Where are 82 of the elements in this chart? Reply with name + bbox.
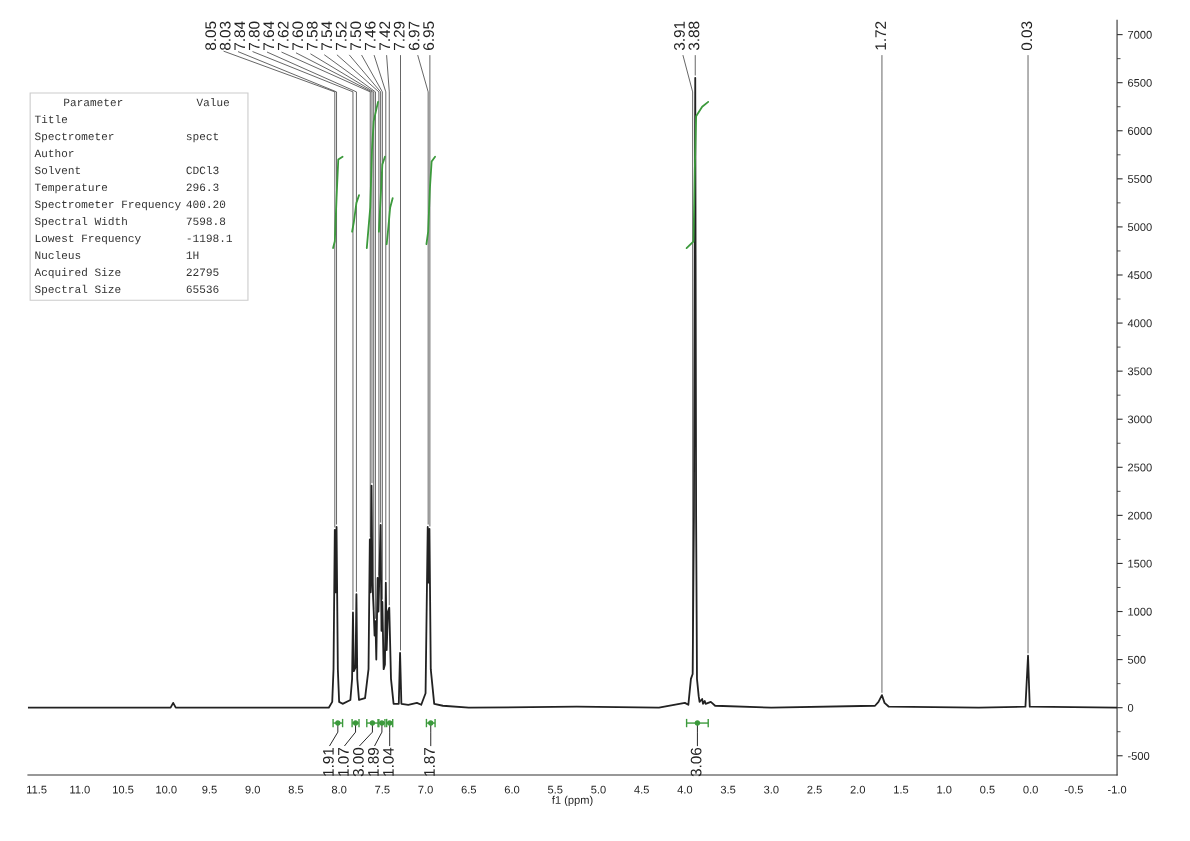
y-tick-label: 0: [1127, 703, 1134, 712]
annotation: 3.88: [688, 21, 700, 51]
annotation: 7.50: [350, 21, 362, 50]
y-tick-label: 7000: [1128, 30, 1152, 39]
annotation: 7.42: [379, 21, 390, 50]
x-tick-label: 8.5: [288, 785, 304, 794]
annotation: Spectrometer Frequency 400.20: [34, 200, 226, 211]
x-tick-label: 1.5: [894, 785, 909, 794]
y-tick-label: 6000: [1128, 127, 1152, 135]
annotation: 7.52: [335, 21, 347, 50]
annotation: 7.84: [234, 21, 246, 50]
annotation: 1.04: [382, 747, 394, 776]
annotation: 7.80: [248, 21, 260, 50]
y-tick-label: 2000: [1128, 511, 1152, 520]
x-axis-title: f1 (ppm): [551, 795, 593, 807]
text: Nucleus 1H: [35, 250, 199, 260]
x-tick-label: 8.0: [331, 785, 347, 794]
x-tick-label: 4.0: [677, 785, 693, 794]
y-tick-label: 2500: [1128, 463, 1152, 472]
annotation: Title: [34, 115, 68, 124]
y-tick-label: 4000: [1127, 319, 1152, 328]
annotation: 0.03: [1021, 21, 1033, 51]
x-tick-label: 2.5: [807, 785, 822, 794]
y-tick-label: 5000: [1127, 223, 1152, 232]
y-tick-label: 5500: [1127, 175, 1152, 183]
x-tick-label: 5.0: [591, 785, 606, 794]
x-tick-label: 0.5: [980, 785, 995, 794]
annotation: 3.91: [674, 21, 685, 51]
text: Temperature 296.3: [34, 183, 219, 194]
x-tick-label: 3.5: [720, 785, 736, 794]
x-tick-label: 5.5: [547, 785, 563, 794]
x-tick-label: 9.5: [202, 785, 217, 794]
x-tick-label: 1.0: [937, 785, 952, 794]
y-tick-label: 4500: [1127, 271, 1152, 280]
x-tick-label: 11.5: [27, 785, 47, 794]
y-tick-label: 1000: [1128, 607, 1152, 616]
annotation: 3.00: [352, 747, 364, 777]
annotation: 7.60: [292, 21, 304, 50]
annotation: 7.46: [364, 21, 376, 50]
x-tick-label: -1.0: [1107, 785, 1127, 794]
x-tick-label: 6.5: [461, 785, 477, 794]
annotation: 1.07: [337, 747, 349, 776]
y-tick-label: 3500: [1127, 367, 1152, 376]
y-tick-label: -500: [1127, 752, 1150, 760]
annotation: 7.62: [277, 21, 289, 50]
x-tick-label: 2.0: [850, 785, 866, 794]
x-tick-label: 4.5: [634, 785, 649, 794]
annotation: 6.97: [408, 21, 420, 50]
x-tick-label: 10.5: [113, 785, 134, 794]
annotation: 1.72: [875, 21, 886, 50]
x-tick-label: 7.0: [418, 785, 433, 794]
annotation: 7.29: [393, 21, 405, 50]
text: Spectral Width 7598.8: [34, 216, 226, 228]
annotation: 3.06: [690, 747, 702, 777]
annotation: 1.87: [424, 747, 435, 776]
annotation: 6.95: [423, 21, 434, 50]
y-tick-label: 500: [1127, 655, 1146, 664]
text: Spectral Size 65536: [34, 284, 219, 296]
x-tick-label: 3.0: [764, 785, 779, 794]
x-tick-label: 7.5: [375, 785, 390, 794]
x-tick-label: -0.5: [1064, 785, 1083, 794]
y-tick-label: 3000: [1127, 415, 1152, 424]
text: Lowest Frequency -1198.1: [35, 234, 233, 245]
y-tick-label: 1500: [1128, 559, 1152, 568]
annotation: 1.91: [322, 747, 334, 776]
x-tick-label: 6.0: [504, 785, 520, 794]
x-tick-label: 11.0: [70, 785, 90, 794]
annotation: 8.03: [219, 21, 231, 51]
annotation: 7.58: [306, 21, 318, 50]
annotation: 1.89: [367, 747, 379, 776]
annotation: Author: [34, 148, 74, 158]
annotation: 7.54: [321, 21, 333, 50]
text: Spectrometer spect: [34, 132, 219, 143]
annotation: 7.64: [263, 21, 275, 50]
y-tick-label: 6500: [1128, 78, 1152, 87]
annotation: 8.05: [205, 21, 217, 51]
text: Solvent CDCl3: [34, 165, 219, 175]
x-tick-label: 9.0: [245, 785, 260, 794]
text: Parameter Value: [64, 98, 230, 107]
text: Acquired Size 22795: [34, 267, 219, 279]
x-tick-label: 0.0: [1023, 785, 1038, 794]
x-tick-label: 10.0: [156, 785, 177, 794]
